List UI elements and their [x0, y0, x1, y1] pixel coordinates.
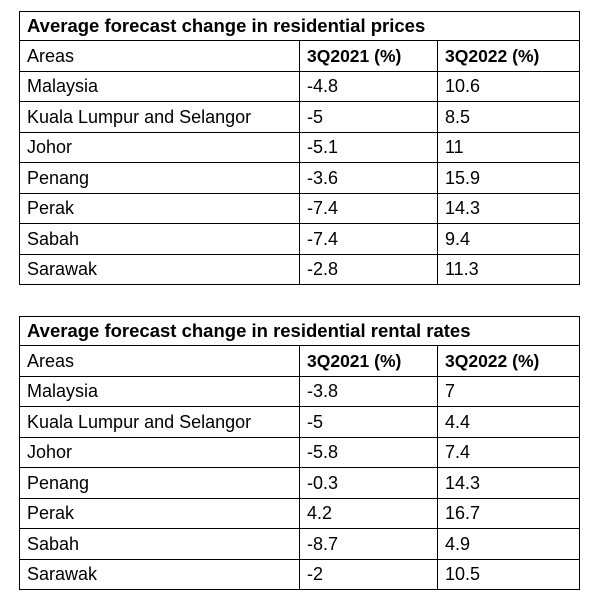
value-3q2022-cell: 8.5	[437, 101, 580, 133]
column-header-areas: Areas	[19, 40, 300, 72]
area-cell: Sabah	[19, 528, 300, 560]
table-row: Sabah -7.4 9.4	[19, 223, 580, 255]
area-cell: Malaysia	[19, 375, 300, 407]
column-header-3q2021: 3Q2021 (%)	[299, 345, 438, 377]
value-3q2021-cell: -4.8	[299, 70, 438, 102]
table-row: Perak 4.2 16.7	[19, 497, 580, 529]
table-row: Malaysia -4.8 10.6	[19, 70, 580, 102]
area-cell: Kuala Lumpur and Selangor	[19, 406, 300, 438]
column-header-areas: Areas	[19, 345, 300, 377]
table-row: Penang -3.6 15.9	[19, 162, 580, 194]
table-header-row: Areas 3Q2021 (%) 3Q2022 (%)	[19, 40, 580, 72]
column-header-3q2022: 3Q2022 (%)	[437, 345, 580, 377]
residential-rental-rates-table: Average forecast change in residential r…	[19, 316, 580, 590]
value-3q2022-cell: 10.5	[437, 558, 580, 590]
value-3q2021-cell: -5.8	[299, 436, 438, 468]
value-3q2022-cell: 15.9	[437, 162, 580, 194]
value-3q2021-cell: -5.1	[299, 131, 438, 163]
value-3q2022-cell: 7.4	[437, 436, 580, 468]
value-3q2021-cell: -7.4	[299, 192, 438, 224]
value-3q2021-cell: -7.4	[299, 223, 438, 255]
area-cell: Sabah	[19, 223, 300, 255]
area-cell: Penang	[19, 162, 300, 194]
value-3q2022-cell: 7	[437, 375, 580, 407]
table-row: Penang -0.3 14.3	[19, 467, 580, 499]
value-3q2021-cell: -3.6	[299, 162, 438, 194]
value-3q2022-cell: 11.3	[437, 253, 580, 285]
value-3q2021-cell: -5	[299, 406, 438, 438]
value-3q2022-cell: 9.4	[437, 223, 580, 255]
column-header-3q2022: 3Q2022 (%)	[437, 40, 580, 72]
area-cell: Kuala Lumpur and Selangor	[19, 101, 300, 133]
residential-prices-table: Average forecast change in residential p…	[19, 11, 580, 285]
area-cell: Johor	[19, 436, 300, 468]
value-3q2022-cell: 14.3	[437, 467, 580, 499]
value-3q2021-cell: -8.7	[299, 528, 438, 560]
table-row: Sabah -8.7 4.9	[19, 528, 580, 560]
table-row: Kuala Lumpur and Selangor -5 4.4	[19, 406, 580, 438]
table-row: Malaysia -3.8 7	[19, 375, 580, 407]
value-3q2021-cell: -5	[299, 101, 438, 133]
table-title-row: Average forecast change in residential r…	[19, 316, 580, 346]
area-cell: Perak	[19, 497, 300, 529]
table-header-row: Areas 3Q2021 (%) 3Q2022 (%)	[19, 345, 580, 377]
table-row: Johor -5.1 11	[19, 131, 580, 163]
value-3q2021-cell: -2	[299, 558, 438, 590]
area-cell: Malaysia	[19, 70, 300, 102]
column-header-3q2021: 3Q2021 (%)	[299, 40, 438, 72]
value-3q2022-cell: 4.9	[437, 528, 580, 560]
area-cell: Sarawak	[19, 558, 300, 590]
value-3q2022-cell: 4.4	[437, 406, 580, 438]
value-3q2021-cell: 4.2	[299, 497, 438, 529]
value-3q2021-cell: -0.3	[299, 467, 438, 499]
table-row: Johor -5.8 7.4	[19, 436, 580, 468]
table-row: Sarawak -2 10.5	[19, 558, 580, 590]
value-3q2021-cell: -2.8	[299, 253, 438, 285]
area-cell: Sarawak	[19, 253, 300, 285]
table-row: Perak -7.4 14.3	[19, 192, 580, 224]
value-3q2022-cell: 14.3	[437, 192, 580, 224]
value-3q2022-cell: 11	[437, 131, 580, 163]
table-row: Kuala Lumpur and Selangor -5 8.5	[19, 101, 580, 133]
area-cell: Johor	[19, 131, 300, 163]
value-3q2022-cell: 10.6	[437, 70, 580, 102]
table-title: Average forecast change in residential r…	[19, 316, 580, 346]
value-3q2021-cell: -3.8	[299, 375, 438, 407]
table-row: Sarawak -2.8 11.3	[19, 253, 580, 285]
table-title: Average forecast change in residential p…	[19, 11, 580, 41]
area-cell: Perak	[19, 192, 300, 224]
area-cell: Penang	[19, 467, 300, 499]
value-3q2022-cell: 16.7	[437, 497, 580, 529]
table-title-row: Average forecast change in residential p…	[19, 11, 580, 41]
